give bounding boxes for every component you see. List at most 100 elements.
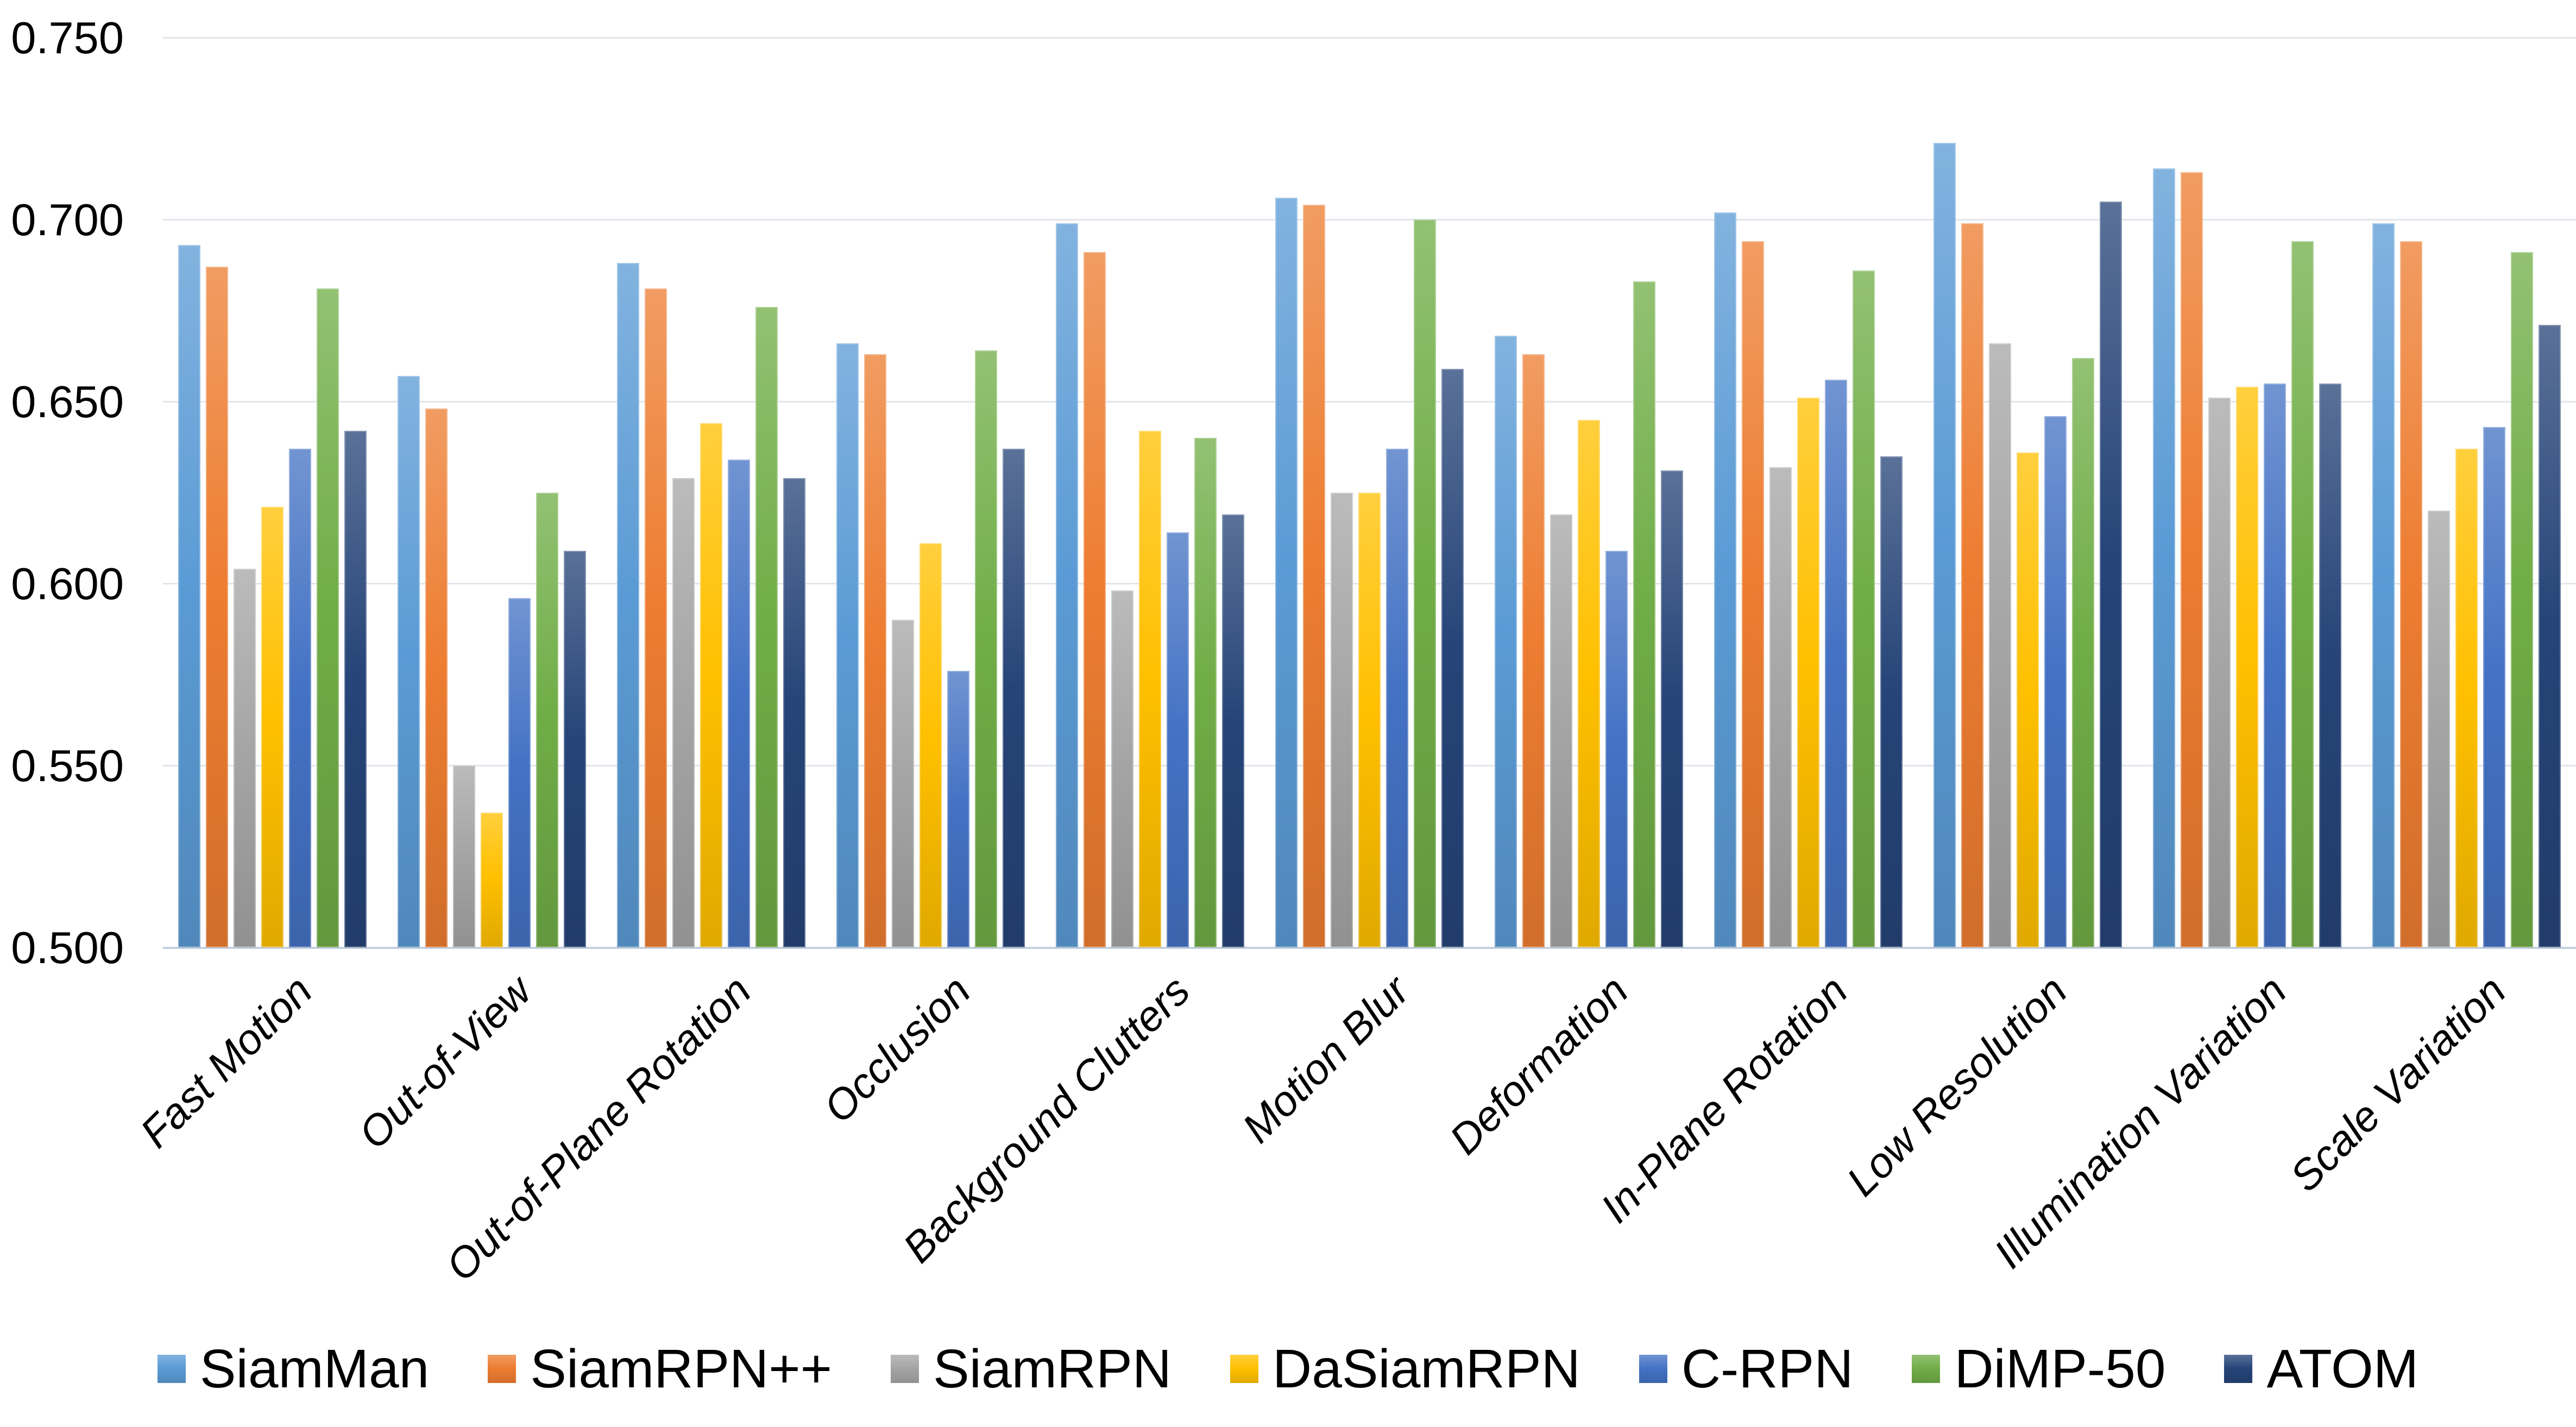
bar-dasiamrpn-deformation <box>1577 419 1600 947</box>
bar-atom-scale-variation <box>2538 325 2561 947</box>
gridline <box>163 37 2576 39</box>
legend-label: SiamRPN <box>933 1338 1172 1399</box>
bar-c-rpn-occlusion <box>947 670 970 947</box>
bar-siamrpn-deformation <box>1522 354 1545 947</box>
bar-c-rpn-low-resolution <box>2044 416 2067 947</box>
bar-siamrpn-out-of-view <box>453 765 476 947</box>
legend-item-c-rpn: C-RPN <box>1639 1338 1854 1399</box>
bar-siamman-illumination-variation <box>2152 168 2175 947</box>
bar-siamrpn-scale-variation <box>2399 241 2422 947</box>
legend-label: ATOM <box>2266 1338 2419 1399</box>
bar-siamrpn-out-of-view <box>425 408 448 947</box>
bar-dimp-50-background-clutters <box>1194 438 1217 947</box>
y-axis-tick-label: 0.500 <box>11 922 124 973</box>
bar-siamrpn-illumination-variation <box>2208 398 2231 947</box>
legend-item-siamrpn: SiamRPN++ <box>488 1342 832 1396</box>
legend-item-dasiamrpn: DaSiamRPN <box>1230 1342 1580 1396</box>
legend-label: DaSiamRPN <box>1273 1338 1580 1399</box>
bar-atom-deformation <box>1660 470 1683 947</box>
bar-c-rpn-scale-variation <box>2483 426 2505 947</box>
legend-marker-icon <box>157 1355 186 1383</box>
legend-label: DiMP-50 <box>1954 1338 2166 1399</box>
bar-dasiamrpn-out-of-plane-rotation <box>700 423 723 947</box>
legend-marker-icon <box>2224 1355 2253 1383</box>
y-axis-tick-label: 0.700 <box>11 194 124 245</box>
bar-dasiamrpn-occlusion <box>919 543 942 947</box>
bar-siamrpn-out-of-plane-rotation <box>645 288 667 947</box>
bar-dasiamrpn-motion-blur <box>1358 492 1381 947</box>
legend-label: SiamRPN++ <box>530 1338 833 1399</box>
bar-dasiamrpn-in-plane-rotation <box>1797 398 1819 947</box>
bar-dimp-50-in-plane-rotation <box>1852 270 1875 947</box>
bar-siamman-occlusion <box>836 343 859 947</box>
bar-dimp-50-out-of-view <box>536 492 559 947</box>
bar-atom-motion-blur <box>1441 368 1464 947</box>
legend-item-dimp-50: DiMP-50 <box>1912 1342 2165 1396</box>
bar-siamrpn-scale-variation <box>2427 511 2450 947</box>
bar-dimp-50-occlusion <box>975 350 998 947</box>
bar-siamrpn-motion-blur <box>1303 205 1325 947</box>
bar-atom-fast-motion <box>344 430 367 947</box>
bar-siamrpn-fast-motion <box>234 569 256 947</box>
bar-dasiamrpn-low-resolution <box>2016 452 2039 947</box>
chart-legend: SiamMan SiamRPN++ SiamRPN DaSiamRPN C-RPN DiM… <box>0 1342 2576 1396</box>
y-axis-tick-label: 0.650 <box>11 376 124 427</box>
bar-siamman-in-plane-rotation <box>1714 212 1736 947</box>
y-axis-tick-label: 0.600 <box>11 558 124 609</box>
bar-c-rpn-out-of-plane-rotation <box>728 460 751 947</box>
legend-marker-icon <box>488 1355 517 1383</box>
bar-dasiamrpn-fast-motion <box>261 507 284 947</box>
bar-dimp-50-out-of-plane-rotation <box>755 306 778 947</box>
legend-marker-icon <box>891 1355 919 1383</box>
bar-atom-occlusion <box>1003 449 1025 947</box>
bar-atom-background-clutters <box>1222 514 1245 947</box>
bar-c-rpn-illumination-variation <box>2263 383 2286 947</box>
legend-marker-icon <box>1639 1355 1667 1383</box>
legend-item-atom: ATOM <box>2224 1342 2418 1396</box>
bar-dimp-50-motion-blur <box>1414 219 1436 947</box>
bar-siamrpn-background-clutters <box>1084 252 1106 947</box>
bar-siamrpn-background-clutters <box>1111 590 1134 947</box>
bar-dasiamrpn-out-of-view <box>481 813 503 947</box>
bar-siamrpn-occlusion <box>864 354 887 947</box>
bar-siamrpn-out-of-plane-rotation <box>672 477 695 947</box>
bar-siamrpn-deformation <box>1550 514 1572 947</box>
legend-marker-icon <box>1912 1355 1941 1383</box>
bar-atom-out-of-view <box>564 550 587 947</box>
bar-siamman-background-clutters <box>1056 223 1079 947</box>
bar-siamrpn-in-plane-rotation <box>1769 467 1792 947</box>
bar-siamrpn-fast-motion <box>206 267 229 947</box>
x-axis-line <box>163 947 2576 949</box>
bar-siamrpn-illumination-variation <box>2180 172 2203 947</box>
bar-dimp-50-low-resolution <box>2071 357 2094 947</box>
bar-dimp-50-illumination-variation <box>2291 241 2314 947</box>
bar-c-rpn-in-plane-rotation <box>1824 379 1847 947</box>
bar-c-rpn-fast-motion <box>289 449 312 947</box>
bar-atom-illumination-variation <box>2319 383 2341 947</box>
y-axis-tick-label: 0.750 <box>11 12 124 63</box>
bar-dimp-50-deformation <box>1633 281 1655 947</box>
legend-item-siamman: SiamMan <box>157 1338 430 1399</box>
bar-siamrpn-low-resolution <box>1988 343 2011 947</box>
bar-siamrpn-in-plane-rotation <box>1741 241 1764 947</box>
bar-c-rpn-out-of-view <box>508 598 531 947</box>
bar-dimp-50-fast-motion <box>317 288 339 947</box>
bar-dasiamrpn-illumination-variation <box>2235 387 2258 947</box>
legend-item-siamrpn: SiamRPN <box>891 1342 1172 1396</box>
legend-marker-icon <box>1230 1355 1259 1383</box>
bar-siamman-deformation <box>1494 336 1517 947</box>
bar-siamman-out-of-plane-rotation <box>617 263 640 947</box>
bar-dasiamrpn-scale-variation <box>2455 449 2478 947</box>
gridline <box>163 401 2576 403</box>
bar-atom-out-of-plane-rotation <box>783 477 806 947</box>
bar-siamrpn-low-resolution <box>1961 223 1983 947</box>
bar-atom-in-plane-rotation <box>1880 456 1903 947</box>
bar-siamman-out-of-view <box>398 376 420 947</box>
legend-label: SiamMan <box>199 1338 430 1399</box>
legend-label: C-RPN <box>1681 1338 1854 1399</box>
gridline <box>163 219 2576 221</box>
bar-c-rpn-motion-blur <box>1386 449 1408 947</box>
bar-c-rpn-background-clutters <box>1167 532 1189 947</box>
bar-siamman-fast-motion <box>178 244 201 947</box>
